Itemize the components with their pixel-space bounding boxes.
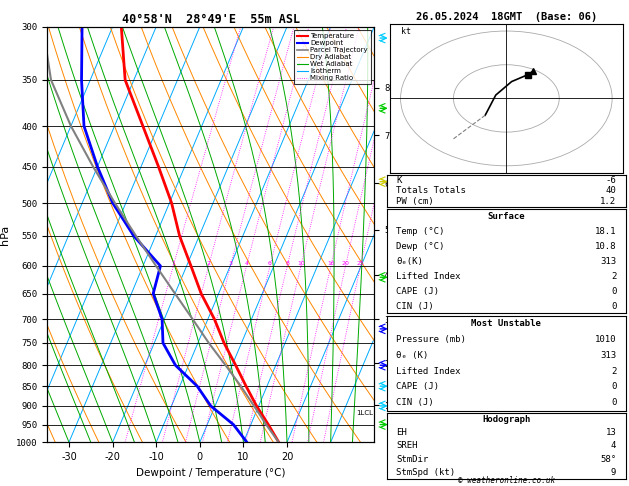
Text: PW (cm): PW (cm): [396, 197, 434, 206]
Text: -6: -6: [606, 176, 616, 185]
Text: CAPE (J): CAPE (J): [396, 382, 440, 392]
Text: Temp (°C): Temp (°C): [396, 227, 445, 236]
Text: 1: 1: [171, 261, 175, 266]
Text: Surface: Surface: [487, 212, 525, 221]
Text: 0: 0: [611, 398, 616, 407]
Text: Most Unstable: Most Unstable: [471, 319, 542, 329]
Text: θₑ(K): θₑ(K): [396, 257, 423, 266]
Text: 0: 0: [611, 301, 616, 311]
Title: 40°58'N  28°49'E  55m ASL: 40°58'N 28°49'E 55m ASL: [121, 13, 300, 26]
Text: 3: 3: [228, 261, 233, 266]
Text: 26.05.2024  18GMT  (Base: 06): 26.05.2024 18GMT (Base: 06): [416, 12, 597, 22]
Text: 20: 20: [342, 261, 350, 266]
Text: Dewp (°C): Dewp (°C): [396, 242, 445, 251]
Text: CAPE (J): CAPE (J): [396, 287, 440, 295]
Text: 4: 4: [245, 261, 248, 266]
Text: EH: EH: [396, 428, 407, 437]
Text: 2: 2: [206, 261, 211, 266]
Text: 8: 8: [286, 261, 289, 266]
Text: CIN (J): CIN (J): [396, 398, 434, 407]
Text: Hodograph: Hodograph: [482, 415, 530, 424]
Text: 4: 4: [611, 441, 616, 451]
Text: StmDir: StmDir: [396, 454, 428, 464]
Y-axis label: hPa: hPa: [1, 225, 11, 244]
Text: 6: 6: [268, 261, 272, 266]
Text: 58°: 58°: [600, 454, 616, 464]
Text: 18.1: 18.1: [595, 227, 616, 236]
Text: 313: 313: [600, 351, 616, 360]
Text: 1LCL: 1LCL: [357, 411, 374, 417]
Text: 0: 0: [611, 382, 616, 392]
Text: 1010: 1010: [595, 335, 616, 344]
Text: 40: 40: [606, 186, 616, 195]
Text: 0: 0: [611, 287, 616, 295]
Text: 9: 9: [611, 468, 616, 477]
Legend: Temperature, Dewpoint, Parcel Trajectory, Dry Adiabat, Wet Adiabat, Isotherm, Mi: Temperature, Dewpoint, Parcel Trajectory…: [294, 30, 370, 84]
Text: θₑ (K): θₑ (K): [396, 351, 428, 360]
Text: K: K: [396, 176, 402, 185]
Text: Totals Totals: Totals Totals: [396, 186, 466, 195]
Text: kt: kt: [401, 27, 411, 36]
Text: Lifted Index: Lifted Index: [396, 272, 461, 280]
Text: © weatheronline.co.uk: © weatheronline.co.uk: [458, 476, 555, 485]
Text: 1.2: 1.2: [600, 197, 616, 206]
X-axis label: Dewpoint / Temperature (°C): Dewpoint / Temperature (°C): [136, 468, 286, 478]
Text: 313: 313: [600, 257, 616, 266]
Text: 10.8: 10.8: [595, 242, 616, 251]
Text: 2: 2: [611, 366, 616, 376]
Text: 16: 16: [327, 261, 335, 266]
Text: 2: 2: [611, 272, 616, 280]
Text: 10: 10: [297, 261, 305, 266]
Text: Pressure (mb): Pressure (mb): [396, 335, 466, 344]
Text: CIN (J): CIN (J): [396, 301, 434, 311]
Text: 13: 13: [606, 428, 616, 437]
Y-axis label: km
ASL: km ASL: [391, 226, 410, 243]
Text: StmSpd (kt): StmSpd (kt): [396, 468, 455, 477]
Text: Lifted Index: Lifted Index: [396, 366, 461, 376]
Text: SREH: SREH: [396, 441, 418, 451]
Text: 25: 25: [357, 261, 364, 266]
